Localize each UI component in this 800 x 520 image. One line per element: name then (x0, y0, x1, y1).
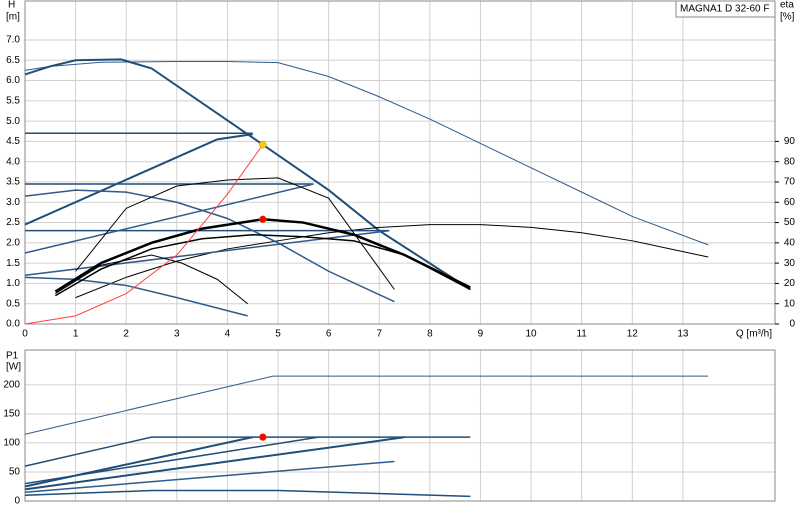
y-tick-label: 100 (3, 438, 20, 449)
curve (24, 189, 395, 303)
y-tick-label: 6.5 (6, 55, 20, 66)
y-tick-label: 0.5 (6, 298, 20, 309)
y-tick-label: 4.5 (6, 136, 20, 147)
y-tick-label: 5.5 (6, 95, 20, 106)
y-axis-label: P1 (6, 351, 19, 362)
curve (24, 436, 319, 485)
y2-axis-label: eta (780, 0, 794, 11)
curve (55, 254, 248, 305)
x-tick-label: 12 (627, 329, 639, 340)
y-tick-label: 200 (3, 379, 20, 390)
curve (75, 177, 395, 290)
y-tick-label: 7.0 (6, 35, 20, 46)
curve (24, 276, 248, 317)
x-tick-label: 3 (174, 329, 180, 340)
curve (24, 460, 395, 494)
curve (24, 144, 264, 325)
x-tick-label: 7 (376, 329, 382, 340)
y-tick-label: 1.5 (6, 258, 20, 269)
y2-tick-label: 30 (784, 258, 796, 269)
curve (24, 60, 709, 246)
curve (24, 229, 390, 277)
duty-point (259, 433, 267, 441)
x-tick-label: 4 (225, 329, 231, 340)
y2-tick-label: 90 (784, 136, 796, 147)
y2-axis-unit: [%] (780, 12, 795, 23)
y2-tick-label: 50 (784, 217, 796, 228)
x-tick-label: 6 (326, 329, 332, 340)
curve (24, 436, 471, 467)
curve (24, 133, 253, 226)
y2-tick-label: 80 (784, 156, 796, 167)
x-tick-label: 8 (427, 329, 433, 340)
curve (24, 375, 709, 435)
y2-tick-label: 60 (784, 197, 796, 208)
y-tick-label: 150 (3, 409, 20, 420)
y-tick-label: 0 (14, 496, 20, 507)
curve (24, 436, 405, 491)
x-tick-label: 2 (123, 329, 129, 340)
y-tick-label: 2.5 (6, 217, 20, 228)
plot-frame (24, 0, 776, 325)
y-tick-label: 4.0 (6, 156, 20, 167)
x-tick-label: 1 (73, 329, 79, 340)
y-axis-unit: [m] (6, 12, 20, 23)
plot-frame (24, 349, 776, 502)
chart-title: MAGNA1 D 32-60 F (680, 4, 769, 15)
y-axis-unit: [W] (6, 362, 21, 373)
y-tick-label: 0.0 (6, 319, 20, 330)
x-tick-label: 11 (576, 329, 587, 340)
y-axis-label: H (8, 0, 15, 11)
curve (75, 224, 709, 299)
y2-tick-label: 0 (789, 319, 795, 330)
x-tick-label: 10 (526, 329, 538, 340)
y-tick-label: 2.0 (6, 237, 20, 248)
curve (24, 58, 471, 291)
y-tick-label: 1.0 (6, 278, 20, 289)
x-tick-label: 9 (478, 329, 484, 340)
y2-tick-label: 10 (784, 298, 796, 309)
y2-tick-label: 40 (784, 237, 796, 248)
y-tick-label: 5.0 (6, 116, 20, 127)
title-box (675, 0, 776, 18)
y2-tick-label: 20 (784, 278, 796, 289)
y2-tick-label: 70 (784, 177, 796, 188)
y-tick-label: 3.5 (6, 177, 20, 188)
x-tick-label: 0 (22, 329, 28, 340)
x-axis-label: Q [m³/h] (736, 329, 772, 340)
curve (24, 489, 471, 498)
duty-point (259, 140, 267, 149)
x-tick-label: 13 (677, 329, 689, 340)
y-tick-label: 3.0 (6, 197, 20, 208)
y-tick-label: 50 (9, 467, 21, 478)
y-tick-label: 6.0 (6, 75, 20, 86)
curve (24, 183, 314, 254)
curve (54, 233, 471, 297)
duty-point (259, 215, 267, 224)
x-tick-label: 5 (275, 329, 281, 340)
